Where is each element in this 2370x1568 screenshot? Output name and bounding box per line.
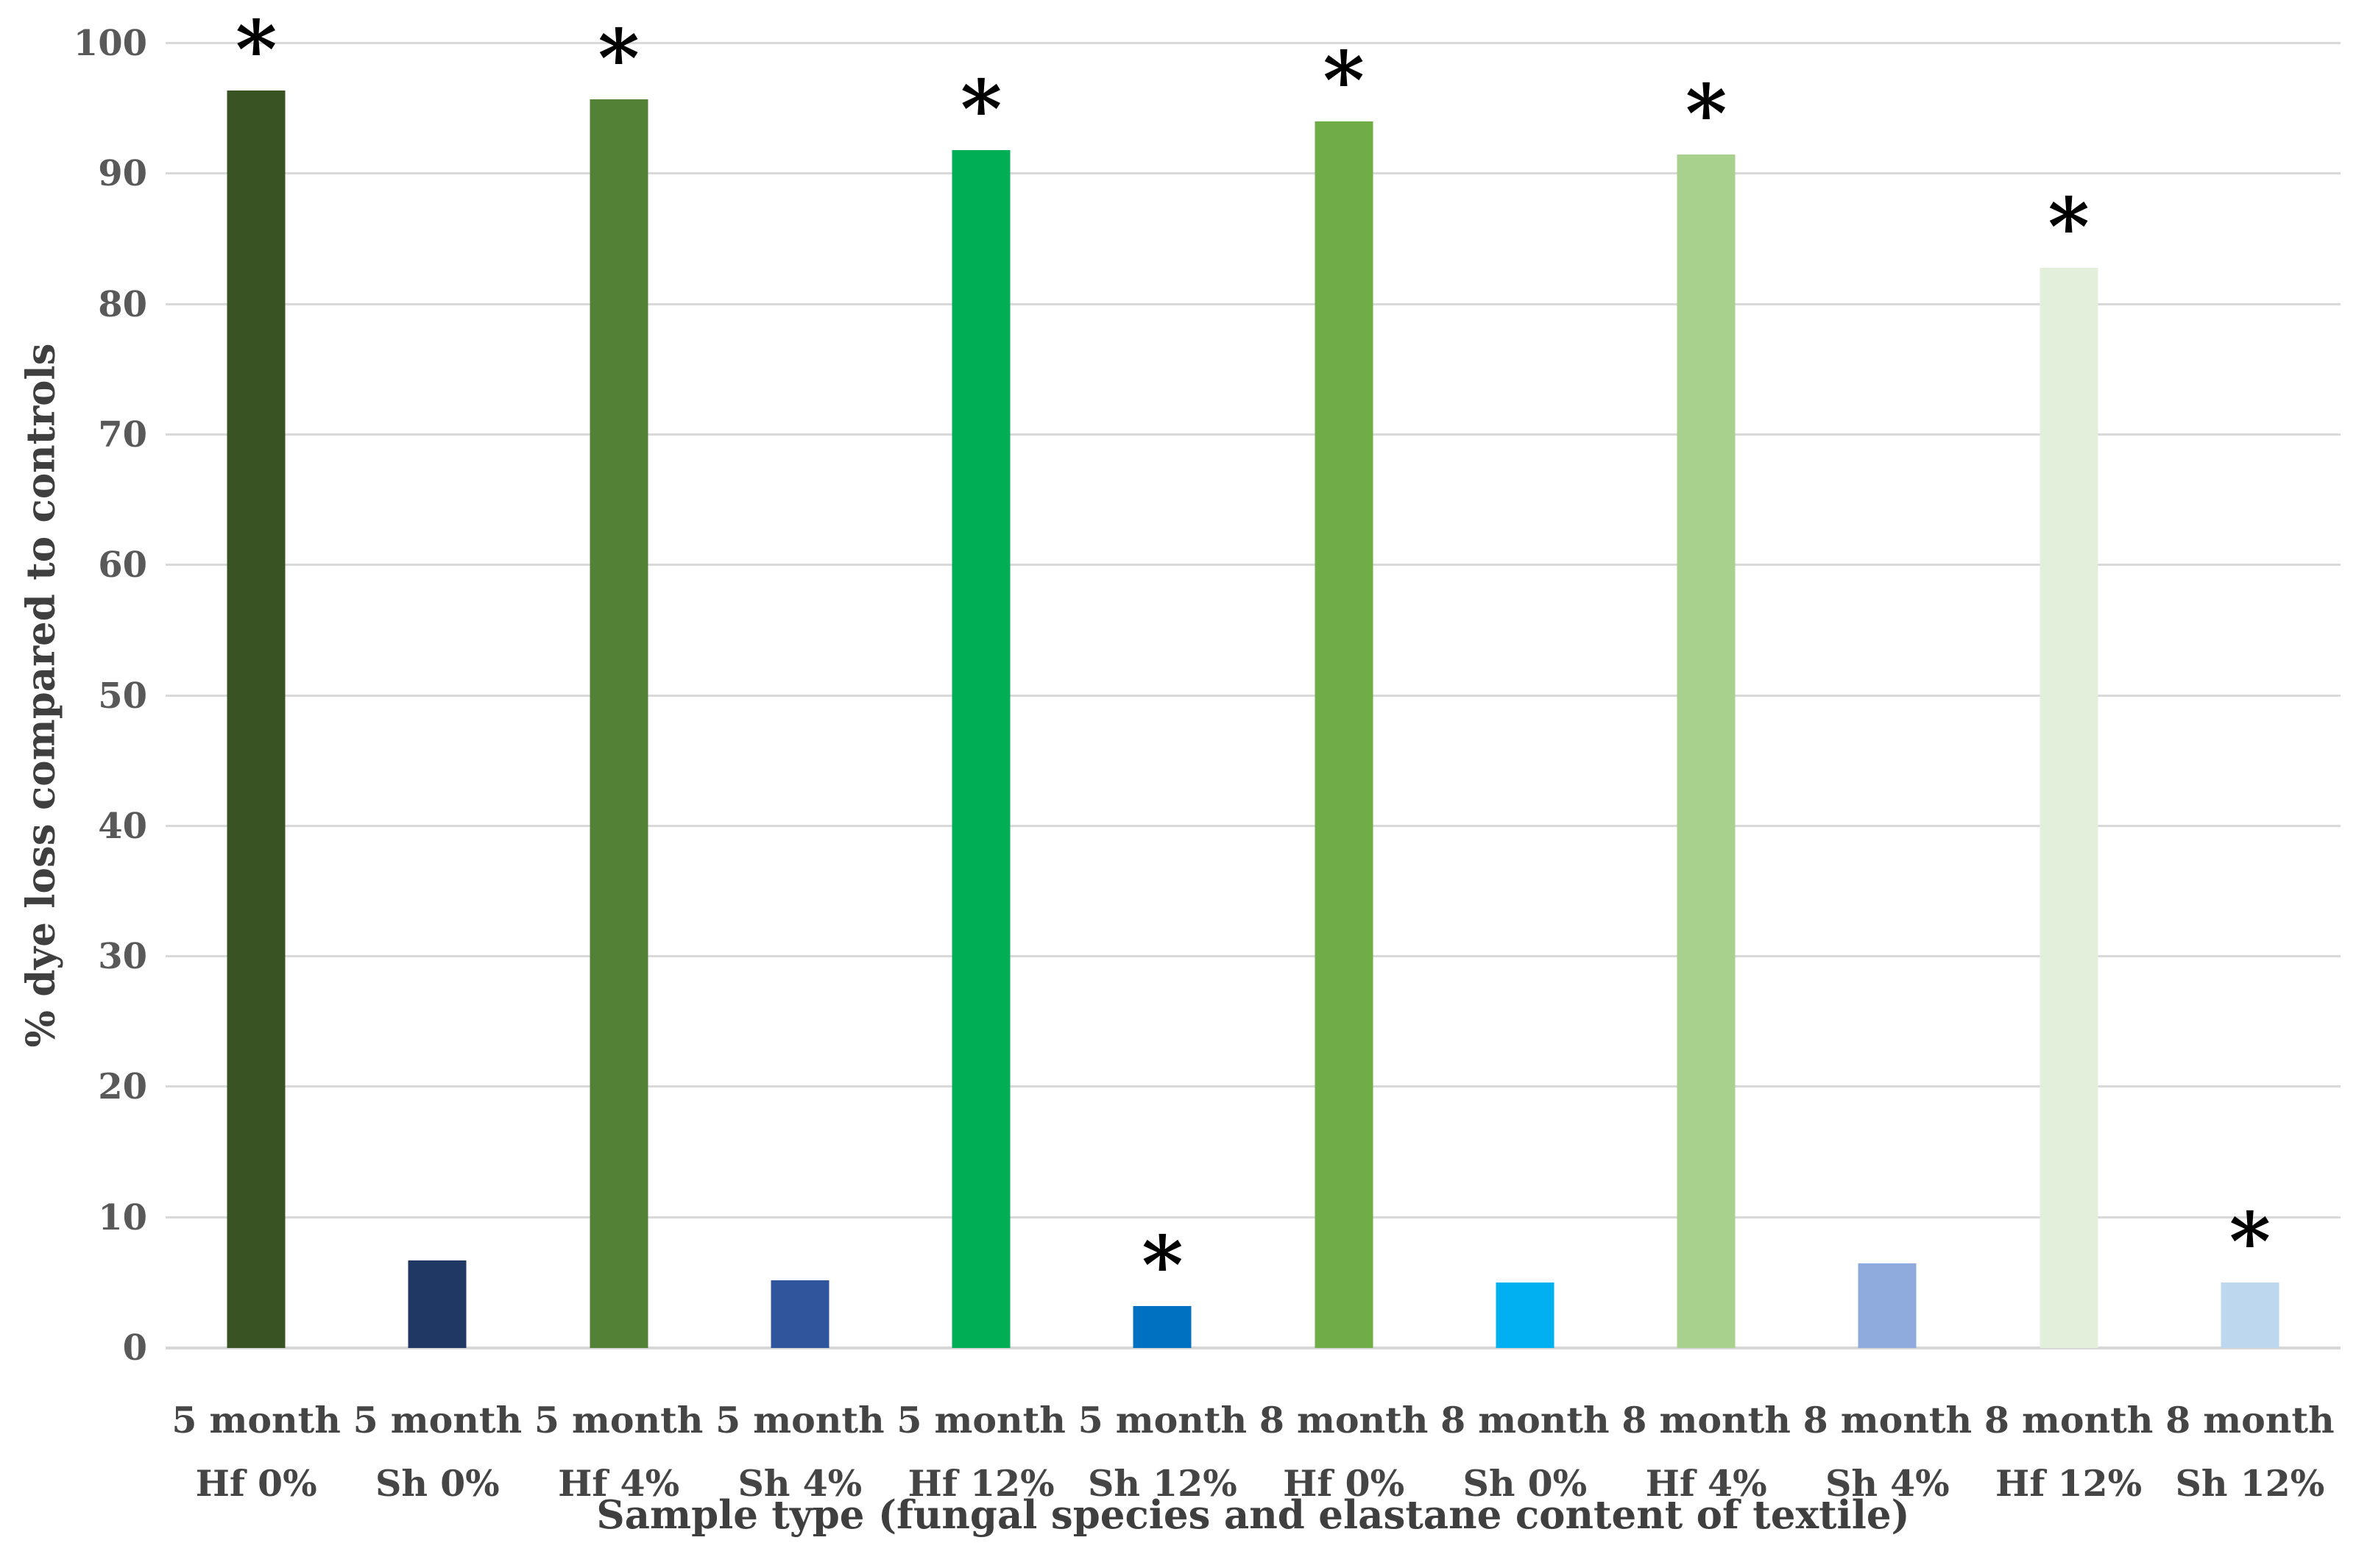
y-tick-label-80: 80: [98, 283, 147, 325]
category-label-8: 8 month Sh 0%: [1435, 1388, 1616, 1521]
y-tick-label-70: 70: [98, 414, 147, 455]
gridline-90: [166, 172, 2341, 175]
bar-slot-3: *: [528, 19, 710, 1348]
category-label-3: 5 month Hf 4%: [528, 1388, 710, 1521]
y-tick-label-30: 30: [98, 936, 147, 978]
category-label-5: 5 month Hf 12%: [891, 1388, 1072, 1521]
bar-slot-11: *: [1978, 43, 2159, 1348]
category-label-line: Sh 4%: [737, 1462, 863, 1505]
bar-slot-4: [710, 43, 891, 1348]
category-label-line: Hf 0%: [1283, 1462, 1405, 1505]
bar-slot-9: *: [1616, 43, 1797, 1348]
category-label-line: 8 month: [1621, 1399, 1791, 1441]
significance-asterisk: *: [1142, 1219, 1184, 1313]
x-axis-category-labels: 5 month Hf 0% 5 month Sh 0% 5 month Hf 4% 5 mo…: [166, 1388, 2341, 1521]
bar-slot-12: *: [2159, 43, 2341, 1348]
significance-asterisk: *: [235, 3, 277, 96]
category-label-4: 5 month Sh 4%: [710, 1388, 891, 1521]
category-label-line: Hf 4%: [1645, 1462, 1767, 1505]
bar-5month-hf0: [227, 90, 286, 1348]
bar-slot-10: [1797, 43, 1978, 1348]
bar-slot-7: *: [1253, 35, 1435, 1348]
bar-5month-sh4: [771, 1280, 830, 1348]
bar-8month-hf12: [2040, 267, 2098, 1348]
category-label-line: Sh 0%: [375, 1462, 500, 1505]
category-label-12: 8 month Sh 12%: [2159, 1388, 2341, 1521]
category-label-line: 5 month: [715, 1399, 885, 1441]
bar-slot-1: *: [166, 10, 347, 1348]
gridline-80: [166, 302, 2341, 305]
y-tick-label-40: 40: [98, 805, 147, 847]
category-label-line: Hf 4%: [558, 1462, 680, 1505]
y-tick-label-10: 10: [98, 1196, 147, 1238]
category-label-line: Hf 12%: [908, 1462, 1055, 1505]
category-label-11: 8 month Hf 12%: [1978, 1388, 2159, 1521]
significance-asterisk: *: [960, 63, 1002, 157]
bar-slot-2: [347, 43, 528, 1348]
y-tick-label-50: 50: [98, 675, 147, 717]
y-tick-label-60: 60: [98, 544, 147, 586]
category-label-line: 5 month: [534, 1399, 704, 1441]
plot-area: * * * * * * * *: [166, 10, 2341, 1349]
category-label-line: Sh 12%: [1087, 1462, 1237, 1505]
gridline-40: [166, 824, 2341, 827]
category-label-line: Hf 0%: [195, 1462, 317, 1505]
bar-8month-sh0: [1496, 1283, 1554, 1348]
category-label-7: 8 month Hf 0%: [1253, 1388, 1435, 1521]
category-label-line: 8 month: [1984, 1399, 2154, 1441]
gridline-50: [166, 694, 2341, 697]
category-label-6: 5 month Sh 12%: [1072, 1388, 1253, 1521]
category-label-line: 5 month: [1078, 1399, 1248, 1441]
category-label-line: Sh 4%: [1825, 1462, 1950, 1505]
y-tick-label-100: 100: [73, 23, 147, 64]
gridline-100: [166, 42, 2341, 44]
category-label-line: 5 month: [353, 1399, 523, 1441]
x-axis-title: Sample type (fungal species and elastane…: [596, 1492, 1910, 1538]
bar-slot-6: *: [1072, 43, 1253, 1348]
category-label-line: Sh 12%: [2175, 1462, 2325, 1505]
bar-5month-hf12: [952, 150, 1011, 1348]
category-label-1: 5 month Hf 0%: [166, 1388, 347, 1521]
bar-5month-sh12: [1133, 1306, 1192, 1348]
significance-asterisk: *: [2229, 1196, 2271, 1289]
category-label-line: 5 month: [896, 1399, 1066, 1441]
category-label-line: 8 month: [1259, 1399, 1429, 1441]
gridline-60: [166, 564, 2341, 567]
category-label-2: 5 month Sh 0%: [347, 1388, 528, 1521]
category-label-9: 8 month Hf 4%: [1616, 1388, 1797, 1521]
category-label-line: 8 month: [1440, 1399, 1610, 1441]
bar-slot-8: [1435, 43, 1616, 1348]
x-axis-line: [166, 1347, 2341, 1349]
category-label-line: 5 month: [171, 1399, 341, 1441]
bar-8month-hf0: [1315, 121, 1373, 1348]
bar-8month-sh12: [2221, 1283, 2279, 1348]
gridline-30: [166, 955, 2341, 958]
significance-asterisk: *: [2048, 180, 2090, 274]
y-tick-label-20: 20: [98, 1066, 147, 1108]
category-label-line: 8 month: [1803, 1399, 1973, 1441]
category-label-line: Sh 0%: [1462, 1462, 1588, 1505]
bar-5month-sh0: [408, 1260, 467, 1348]
bar-8month-sh4: [1858, 1263, 1917, 1348]
gridline-10: [166, 1216, 2341, 1218]
significance-asterisk: *: [598, 13, 640, 106]
significance-asterisk: *: [1323, 35, 1365, 128]
bar-slot-5: *: [891, 43, 1072, 1348]
gridline-20: [166, 1085, 2341, 1088]
bar-5month-hf4: [590, 99, 648, 1348]
category-label-line: 8 month: [2165, 1399, 2335, 1441]
y-tick-label-90: 90: [98, 153, 147, 195]
y-tick-label-0: 0: [122, 1327, 147, 1369]
significance-asterisk: *: [1685, 67, 1727, 160]
gridline-70: [166, 433, 2341, 436]
category-label-line: Hf 12%: [1995, 1462, 2143, 1505]
category-label-10: 8 month Sh 4%: [1797, 1388, 1978, 1521]
bar-8month-hf4: [1677, 154, 1736, 1348]
